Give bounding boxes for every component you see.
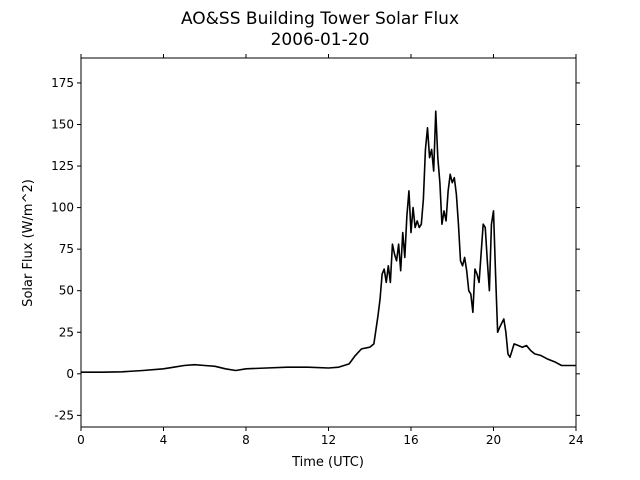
y-axis-label: Solar Flux (W/m^2) <box>21 179 36 307</box>
x-tick-label: 8 <box>242 433 250 447</box>
chart-title: AO&SS Building Tower Solar Flux <box>181 9 459 29</box>
x-axis-label: Time (UTC) <box>291 455 364 470</box>
x-tick-label: 20 <box>486 433 501 447</box>
y-tick-label: 50 <box>59 284 74 298</box>
x-tick-label: 16 <box>403 433 418 447</box>
plot-frame <box>80 57 577 428</box>
series-line <box>81 110 576 373</box>
y-tick-label: 0 <box>66 367 74 381</box>
y-tick-label: 175 <box>51 76 74 90</box>
y-tick-label: 125 <box>51 159 74 173</box>
y-tick-label: 100 <box>51 201 74 215</box>
y-tick-label: 25 <box>59 325 74 339</box>
x-tick-label: 12 <box>321 433 336 447</box>
y-tick-label: 75 <box>59 242 74 256</box>
y-tick-label: -25 <box>54 408 74 422</box>
x-tick-label: 4 <box>160 433 168 447</box>
x-tick-label: 24 <box>568 433 583 447</box>
x-tick-label: 0 <box>77 433 85 447</box>
y-tick-label: 150 <box>51 117 74 131</box>
chart-subtitle: 2006-01-20 <box>271 30 370 50</box>
